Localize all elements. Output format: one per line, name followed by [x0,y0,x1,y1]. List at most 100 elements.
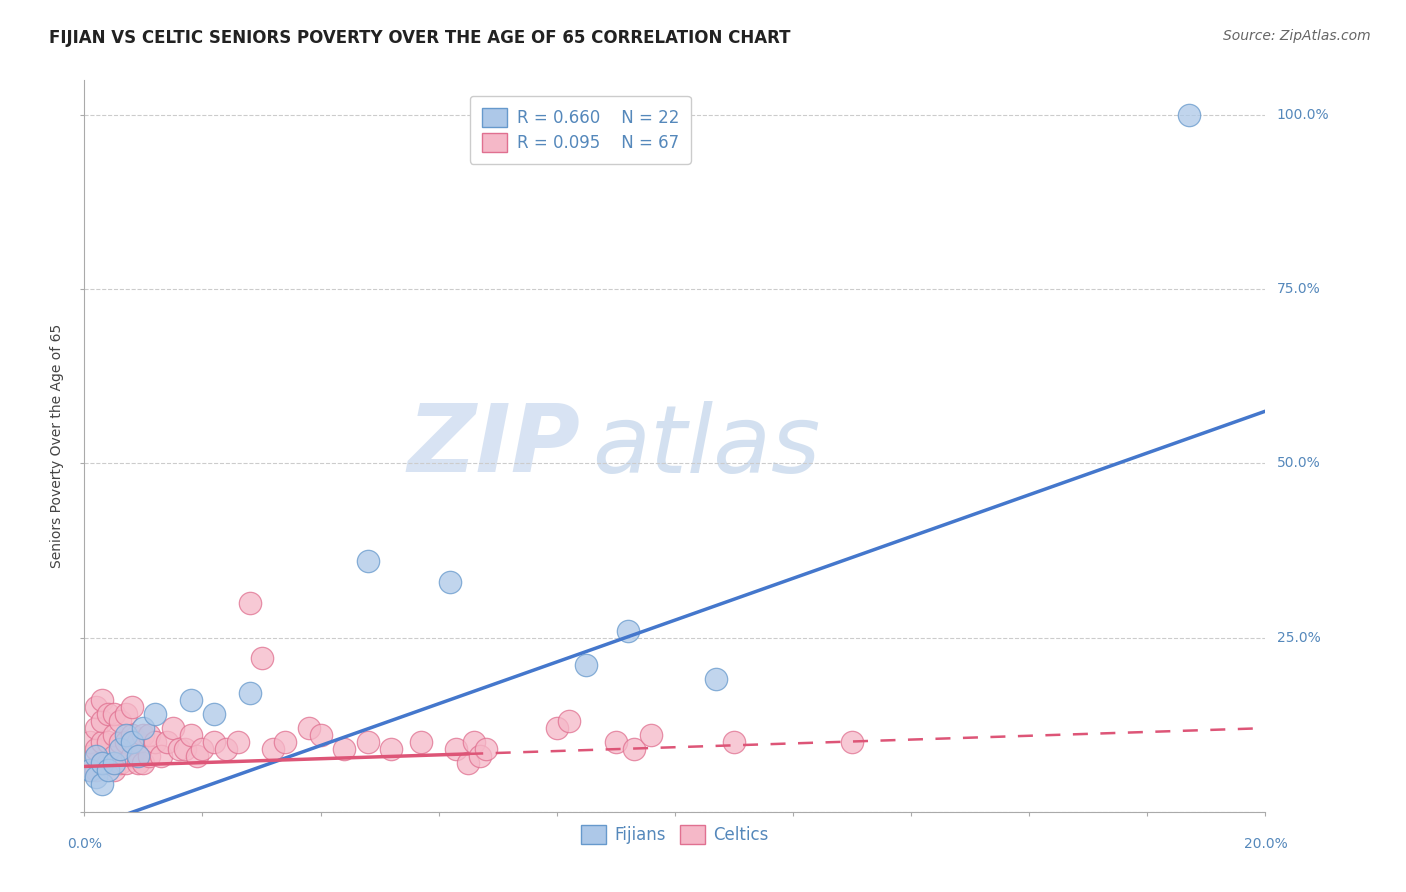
Point [97,756,120,770]
Point [138,749,160,764]
Point [84,763,107,777]
Point [132,756,155,770]
Point [79,735,101,749]
Point [162,721,184,735]
Point [114,707,136,722]
Point [84,770,107,784]
Text: 0.0%: 0.0% [67,837,101,851]
Point [239,686,262,700]
Point [143,707,166,722]
Point [274,735,297,749]
Point [357,554,380,568]
Point [250,651,273,665]
Point [457,756,479,770]
Point [143,735,166,749]
Point [91,714,114,728]
Legend: Fijians, Celtics: Fijians, Celtics [575,818,775,851]
Point [108,742,131,756]
Point [84,721,107,735]
Text: 20.0%: 20.0% [1243,837,1288,851]
Point [114,728,136,742]
Point [84,700,107,714]
Point [114,756,136,770]
Point [616,624,638,638]
Point [97,707,120,722]
Point [84,749,107,764]
Point [91,693,114,707]
Point [127,735,149,749]
Point [114,735,136,749]
Point [91,735,114,749]
Point [167,742,190,756]
Point [173,742,195,756]
Point [91,756,114,770]
Point [202,707,225,722]
Point [156,735,179,749]
Point [103,756,125,770]
Point [108,735,131,749]
Point [97,735,120,749]
Point [475,742,498,756]
Point [79,763,101,777]
Point [605,735,627,749]
Point [239,596,262,610]
Text: ZIP: ZIP [408,400,581,492]
Point [841,735,863,749]
Point [446,742,468,756]
Point [262,742,284,756]
Point [180,693,202,707]
Point [103,707,125,722]
Point [127,756,149,770]
Point [103,763,125,777]
Point [91,756,114,770]
Point [439,574,461,589]
Point [150,749,173,764]
Y-axis label: Seniors Poverty Over the Age of 65: Seniors Poverty Over the Age of 65 [51,324,65,568]
Point [108,714,131,728]
Point [723,735,745,749]
Point [468,749,491,764]
Point [409,735,432,749]
Point [97,763,120,777]
Point [463,735,485,749]
Point [138,728,160,742]
Text: 50.0%: 50.0% [1277,457,1320,470]
Point [121,735,143,749]
Point [226,735,249,749]
Point [215,742,238,756]
Point [557,714,579,728]
Point [298,721,321,735]
Text: atlas: atlas [592,401,821,491]
Point [79,763,101,777]
Point [127,749,149,764]
Text: 25.0%: 25.0% [1277,631,1320,645]
Point [640,728,662,742]
Point [1177,108,1199,122]
Point [309,728,332,742]
Point [121,749,143,764]
Point [103,749,125,764]
Point [357,735,380,749]
Point [180,728,202,742]
Point [191,742,214,756]
Point [121,728,143,742]
Point [380,742,402,756]
Point [84,742,107,756]
Text: Source: ZipAtlas.com: Source: ZipAtlas.com [1223,29,1371,43]
Text: 100.0%: 100.0% [1277,108,1329,122]
Point [202,735,225,749]
Point [575,658,598,673]
Point [546,721,568,735]
Point [91,777,114,791]
Point [132,728,155,742]
Point [108,756,131,770]
Point [132,721,155,735]
Text: 75.0%: 75.0% [1277,282,1320,296]
Point [704,673,727,687]
Point [186,749,208,764]
Point [623,742,645,756]
Text: FIJIAN VS CELTIC SENIORS POVERTY OVER THE AGE OF 65 CORRELATION CHART: FIJIAN VS CELTIC SENIORS POVERTY OVER TH… [49,29,790,46]
Point [79,749,101,764]
Point [121,700,143,714]
Point [103,728,125,742]
